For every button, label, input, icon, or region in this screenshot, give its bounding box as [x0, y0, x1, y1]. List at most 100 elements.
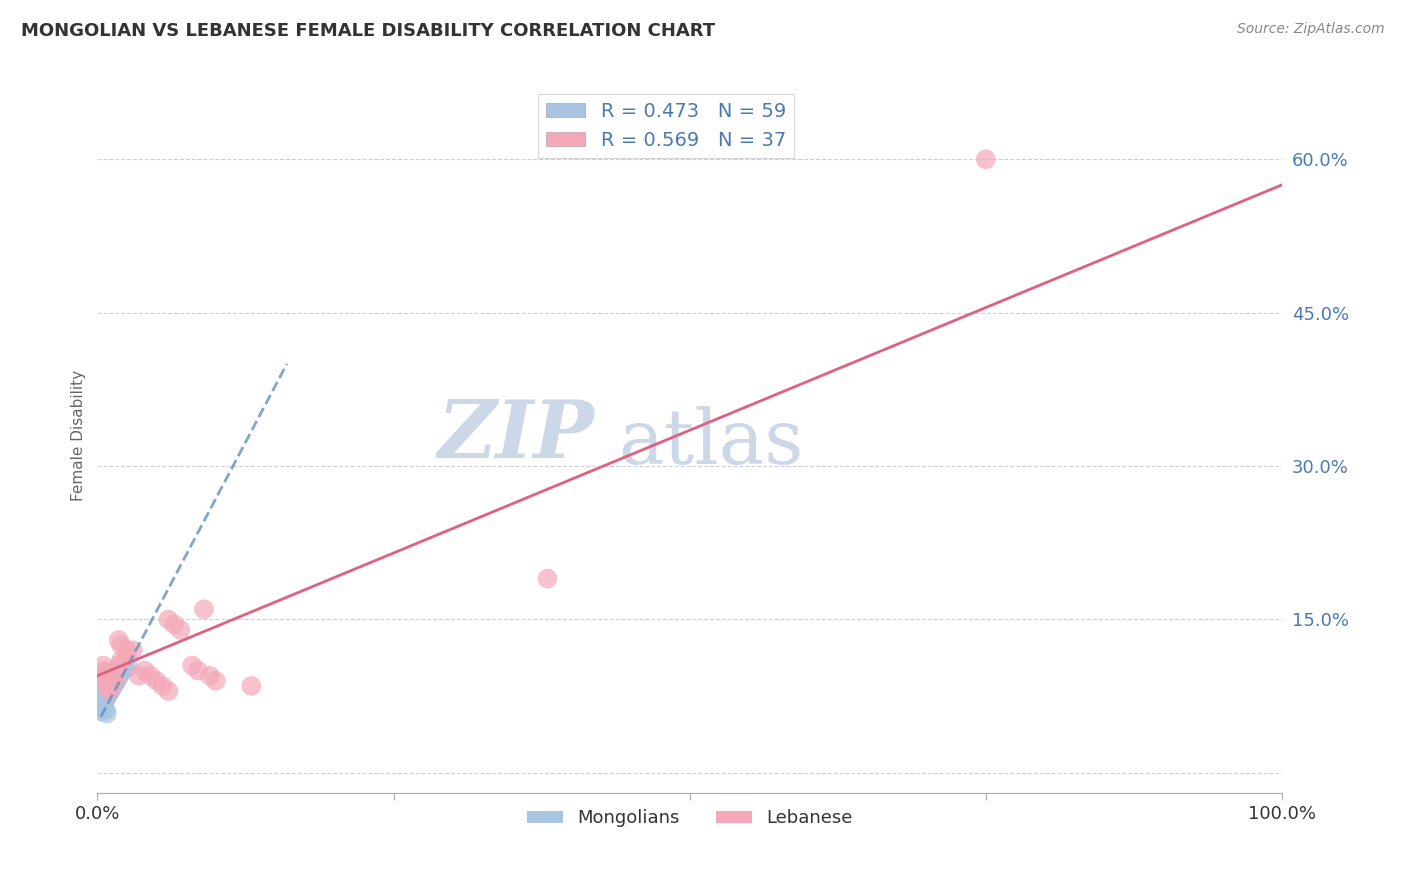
Point: [240, 679, 263, 693]
Point: [169, 623, 191, 637]
Point: [98, 681, 121, 695]
Point: [91, 697, 114, 711]
Point: [97, 683, 120, 698]
Point: [105, 664, 128, 678]
Point: [94, 702, 117, 716]
Point: [107, 632, 129, 647]
Point: [91, 692, 114, 706]
Point: [107, 658, 129, 673]
Point: [117, 659, 139, 673]
Point: [93, 684, 115, 698]
Point: [100, 673, 122, 688]
Point: [536, 572, 558, 586]
Text: ZIP: ZIP: [439, 397, 595, 475]
Point: [98, 686, 121, 700]
Point: [204, 673, 226, 688]
Y-axis label: Female Disability: Female Disability: [72, 370, 86, 501]
Point: [96, 673, 118, 688]
Point: [115, 648, 138, 663]
Point: [91, 676, 114, 690]
Point: [134, 664, 156, 678]
Point: [97, 678, 120, 692]
Point: [103, 678, 125, 692]
Point: [104, 671, 127, 685]
Point: [100, 672, 122, 686]
Point: [122, 643, 145, 657]
Point: [110, 665, 132, 680]
Point: [108, 667, 131, 681]
Point: [100, 684, 122, 698]
Point: [101, 674, 124, 689]
Point: [112, 664, 135, 678]
Point: [94, 672, 117, 686]
Point: [93, 679, 115, 693]
Point: [198, 669, 221, 683]
Text: Source: ZipAtlas.com: Source: ZipAtlas.com: [1237, 22, 1385, 37]
Point: [110, 638, 132, 652]
Point: [93, 694, 115, 708]
Point: [157, 684, 180, 698]
Point: [105, 669, 128, 683]
Point: [97, 688, 120, 702]
Point: [93, 664, 115, 678]
Point: [97, 673, 120, 687]
Point: [974, 153, 997, 167]
Point: [100, 681, 122, 696]
Point: [110, 653, 132, 667]
Point: [91, 694, 114, 708]
Point: [93, 673, 115, 688]
Point: [181, 658, 204, 673]
Point: [114, 662, 136, 676]
Point: [94, 681, 117, 696]
Point: [96, 685, 118, 699]
Point: [139, 669, 162, 683]
Point: [90, 705, 112, 719]
Point: [107, 672, 129, 686]
Point: [91, 686, 114, 700]
Point: [94, 687, 117, 701]
Point: [98, 684, 121, 698]
Point: [107, 670, 129, 684]
Point: [96, 706, 118, 721]
Point: [100, 673, 122, 688]
Point: [103, 673, 125, 688]
Point: [94, 677, 117, 691]
Point: [128, 669, 150, 683]
Point: [94, 692, 117, 706]
Legend: Mongolians, Lebanese: Mongolians, Lebanese: [519, 802, 860, 834]
Point: [100, 679, 122, 693]
Point: [187, 664, 209, 678]
Point: [193, 602, 215, 616]
Point: [91, 701, 114, 715]
Point: [96, 680, 118, 694]
Text: MONGOLIAN VS LEBANESE FEMALE DISABILITY CORRELATION CHART: MONGOLIAN VS LEBANESE FEMALE DISABILITY …: [21, 22, 716, 40]
Point: [98, 671, 121, 685]
Point: [100, 677, 122, 691]
Point: [103, 669, 125, 683]
Point: [90, 699, 112, 714]
Point: [163, 617, 186, 632]
Point: [96, 674, 118, 689]
Point: [98, 679, 121, 693]
Point: [100, 679, 122, 693]
Point: [152, 679, 174, 693]
Point: [91, 681, 114, 696]
Point: [96, 690, 118, 705]
Point: [96, 670, 118, 684]
Point: [91, 698, 114, 713]
Point: [91, 689, 114, 703]
Point: [157, 612, 180, 626]
Point: [94, 669, 117, 683]
Point: [93, 695, 115, 709]
Point: [94, 665, 117, 680]
Point: [104, 676, 127, 690]
Point: [97, 679, 120, 693]
Point: [115, 643, 138, 657]
Point: [105, 673, 128, 688]
Point: [101, 680, 124, 694]
Point: [103, 673, 125, 687]
Point: [98, 676, 121, 690]
Point: [93, 689, 115, 703]
Point: [93, 669, 115, 683]
Point: [91, 658, 114, 673]
